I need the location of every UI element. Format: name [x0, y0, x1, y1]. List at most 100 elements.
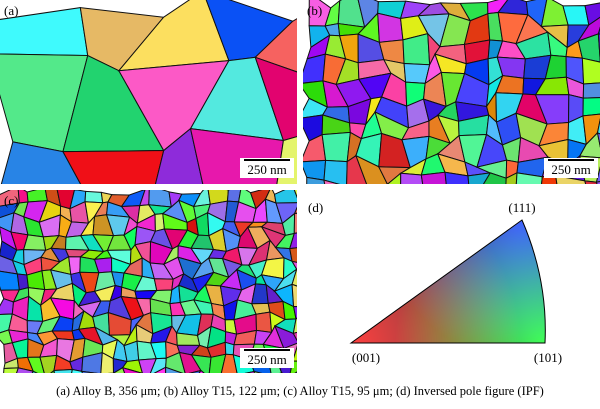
grain [26, 190, 48, 203]
grain [327, 194, 336, 214]
grain [81, 352, 103, 373]
grain [305, 289, 326, 307]
grain [447, 193, 469, 219]
grain [336, 194, 364, 214]
grain [323, 179, 340, 184]
grain [302, 247, 324, 265]
grain [400, 196, 429, 225]
grain [121, 359, 143, 373]
grain [84, 190, 104, 204]
grain [293, 212, 297, 235]
grain [289, 247, 297, 263]
grain-map-a [0, 0, 440, 281]
grain [142, 372, 143, 373]
grain [562, 5, 590, 26]
grain [50, 369, 55, 373]
grain-map-c [0, 190, 327, 401]
grain [3, 386, 12, 401]
grain [253, 370, 263, 373]
grain [176, 332, 201, 346]
grain [310, 263, 325, 275]
grain [22, 234, 47, 251]
scale-bar: 250 nm [544, 158, 598, 178]
grain [24, 383, 46, 399]
grain-map-b [303, 0, 600, 227]
grain [540, 0, 569, 28]
grain [303, 133, 327, 163]
grain [336, 186, 368, 206]
grain [81, 370, 99, 373]
grain [476, 196, 507, 227]
grain [582, 82, 600, 99]
corner-label: (101) [534, 350, 562, 365]
grain [208, 353, 227, 373]
grain [16, 367, 35, 373]
panel-label: (c) [4, 193, 18, 208]
grain [323, 159, 348, 184]
grain [0, 270, 20, 291]
grain [357, 206, 390, 225]
grain [113, 366, 126, 373]
grain [308, 311, 327, 330]
grain [224, 341, 235, 356]
grain [148, 190, 172, 208]
grain [505, 172, 518, 184]
grain [291, 283, 297, 308]
grain [541, 175, 558, 184]
grain [100, 351, 114, 373]
grain [165, 366, 184, 373]
grain [39, 354, 58, 373]
grain [466, 193, 490, 226]
grain [291, 260, 297, 270]
grain [420, 171, 447, 184]
grain [596, 118, 600, 135]
grain [584, 180, 598, 184]
grain [68, 256, 81, 276]
grain [190, 354, 212, 373]
grain [53, 368, 73, 373]
grain [595, 181, 600, 184]
grain [302, 229, 321, 250]
grain [308, 341, 326, 363]
panel-label: (a) [4, 3, 18, 18]
grain [292, 331, 297, 342]
grain [342, 198, 440, 281]
grain [306, 176, 326, 184]
grain [293, 206, 297, 215]
grain [302, 361, 325, 369]
grain [305, 269, 326, 291]
grain [597, 193, 600, 226]
scale-bar: 250 nm [240, 348, 294, 368]
grain [281, 372, 284, 373]
grain [515, 172, 543, 184]
scale-bar-label: 250 nm [247, 162, 286, 177]
grain [153, 278, 174, 291]
grain [71, 368, 83, 373]
grain [292, 317, 297, 335]
grain [291, 345, 297, 362]
panel-label: (d) [308, 200, 323, 215]
panel-label: (b) [307, 3, 322, 18]
grain [0, 141, 82, 184]
grain [321, 131, 351, 163]
ipf-triangle [349, 219, 546, 344]
grain [385, 183, 389, 184]
grain [244, 370, 255, 373]
grain [467, 172, 492, 184]
grain [255, 311, 273, 334]
scale-bar-label: 250 nm [551, 162, 590, 177]
grain [254, 56, 297, 142]
grain [577, 33, 600, 63]
grain [3, 367, 20, 373]
grain [220, 353, 238, 373]
grain [595, 166, 600, 183]
grain [382, 206, 406, 225]
grain [289, 232, 297, 250]
grain [273, 190, 297, 204]
grain [11, 383, 27, 401]
grain [294, 371, 297, 373]
grain [539, 192, 564, 225]
corner-label: (111) [508, 200, 535, 215]
grain [291, 268, 297, 287]
